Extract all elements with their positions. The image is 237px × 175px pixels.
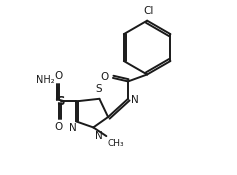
Text: O: O <box>100 72 109 82</box>
Text: O: O <box>55 122 63 132</box>
Text: O: O <box>55 71 63 81</box>
Text: N: N <box>69 123 77 133</box>
Text: S: S <box>56 95 65 108</box>
Text: CH₃: CH₃ <box>107 139 124 148</box>
Text: S: S <box>95 85 102 94</box>
Text: NH₂: NH₂ <box>36 75 54 85</box>
Text: Cl: Cl <box>144 6 154 16</box>
Text: N: N <box>95 131 102 141</box>
Text: N: N <box>131 95 138 105</box>
